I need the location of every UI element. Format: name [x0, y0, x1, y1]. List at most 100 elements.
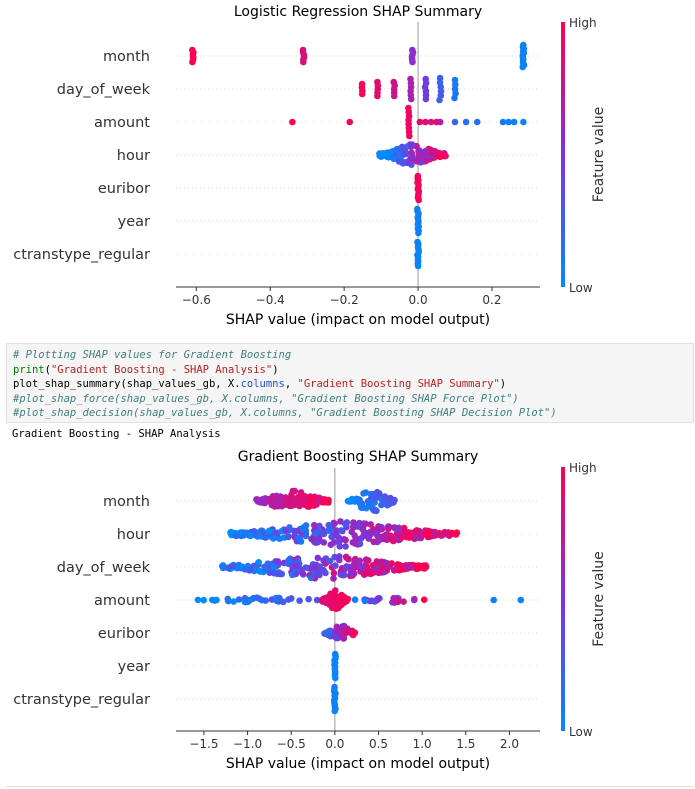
shap-dot	[235, 596, 243, 603]
shap-dot	[409, 58, 416, 66]
code-line-force: #plot_shap_force(shap_values_gb, X.colum…	[13, 392, 519, 405]
shap-dot	[325, 521, 333, 529]
shap-dot	[229, 562, 236, 570]
shap-dot	[322, 560, 329, 567]
colorbar	[561, 467, 565, 731]
shap-dot	[490, 596, 498, 604]
x-tick-label: −1.5	[189, 737, 218, 751]
shap-dot	[374, 92, 381, 100]
shap-dot	[517, 596, 525, 604]
shap-dot	[505, 118, 512, 126]
shap-dot	[396, 153, 404, 160]
shap-dot	[451, 94, 458, 102]
code-line-comment: # Plotting SHAP values for Gradient Boos…	[13, 349, 292, 361]
shap-dot	[342, 520, 350, 528]
shap-dot	[230, 598, 237, 605]
shap-dot	[499, 118, 507, 126]
code-call-attr: columns	[240, 378, 285, 390]
colorbar-high-label: High	[569, 16, 597, 30]
shap-dot	[520, 118, 527, 126]
shap-dot	[365, 535, 373, 542]
chart-title: Logistic Regression SHAP Summary	[234, 4, 482, 20]
shap-dot	[367, 528, 374, 536]
shap-dot	[365, 557, 372, 564]
shap-dot	[442, 152, 449, 160]
shap-dot	[400, 598, 407, 605]
shap-dot	[402, 562, 409, 569]
code-cell[interactable]: # Plotting SHAP values for Gradient Boos…	[6, 343, 694, 423]
colorbar-low-label: Low	[569, 725, 593, 739]
x-tick-label: 1.0	[413, 737, 432, 751]
shap-dot	[406, 132, 413, 140]
feature-label-ctranstype_regular: ctranstype_regular	[13, 247, 150, 263]
shap-dot	[247, 532, 255, 539]
chart-title: Gradient Boosting SHAP Summary	[238, 449, 479, 465]
shap-dot	[330, 575, 337, 582]
shap-dot	[330, 539, 338, 546]
shap-dot	[356, 557, 364, 565]
shap-dot	[362, 520, 369, 528]
shap-dot	[410, 596, 418, 604]
feature-label-ctranstype_regular: ctranstype_regular	[13, 692, 150, 708]
shap-dot	[294, 557, 302, 565]
shap-dot	[274, 558, 282, 565]
shap-dot	[364, 498, 372, 505]
shap-dot	[384, 501, 391, 509]
feature-label-day_of_week: day_of_week	[57, 560, 151, 576]
shap-dot	[360, 490, 367, 497]
shap-dot	[344, 497, 352, 505]
shap-dot	[390, 537, 397, 545]
shap-dot	[473, 118, 481, 126]
shap-dot	[344, 595, 352, 603]
shap-dot	[330, 569, 338, 577]
shap-dot	[332, 674, 339, 682]
x-tick-label: −1.0	[233, 737, 262, 751]
shap-dot	[378, 501, 385, 509]
shap-dot	[227, 529, 234, 536]
shap-dot	[331, 520, 338, 527]
shap-dot	[293, 527, 301, 535]
shap-dot	[345, 563, 353, 571]
code-call-str: "Gradient Boosting SHAP Summary"	[297, 378, 500, 390]
x-tick-label: −0.6	[182, 293, 211, 307]
shap-dot	[378, 561, 386, 569]
shap-dot	[323, 630, 331, 638]
shap-dot	[367, 521, 375, 528]
shap-dot	[393, 525, 401, 532]
shap-dot	[351, 596, 359, 603]
shap-dot	[322, 555, 330, 562]
shap-dot	[316, 563, 324, 570]
shap-dot	[311, 564, 318, 571]
x-tick-label: 0.5	[369, 737, 388, 751]
shap-dot	[415, 229, 422, 237]
shap-dot	[330, 599, 338, 607]
shap-dot	[350, 630, 358, 637]
shap-dot	[305, 595, 312, 603]
shap-dot	[314, 497, 321, 505]
shap-dot	[339, 595, 347, 603]
lr-shap-summary-plot: Logistic Regression SHAP Summary month day…	[13, 4, 607, 328]
shap-dot	[391, 496, 398, 504]
shap-dot	[320, 530, 328, 538]
feature-label-year: year	[118, 214, 150, 230]
x-axis-label: SHAP value (impact on model output)	[226, 312, 490, 328]
shap-dot	[451, 118, 459, 126]
shap-dot	[302, 564, 310, 571]
shap-dot	[302, 532, 310, 540]
shap-dot	[347, 569, 355, 577]
shap-dot	[342, 553, 350, 561]
shap-dot	[331, 707, 339, 715]
shap-dot	[372, 565, 380, 572]
shap-dot	[194, 596, 202, 604]
x-tick-label: 2.0	[500, 737, 519, 751]
shap-dot	[241, 594, 249, 602]
shap-dot	[300, 58, 307, 66]
shap-dot	[436, 152, 443, 160]
shap-dot	[422, 118, 429, 126]
shap-dot	[296, 498, 304, 506]
shap-dot	[342, 543, 349, 550]
dots-group	[189, 41, 528, 270]
shap-dot	[400, 524, 408, 532]
shap-dot	[385, 525, 392, 533]
shap-dot	[305, 503, 313, 510]
